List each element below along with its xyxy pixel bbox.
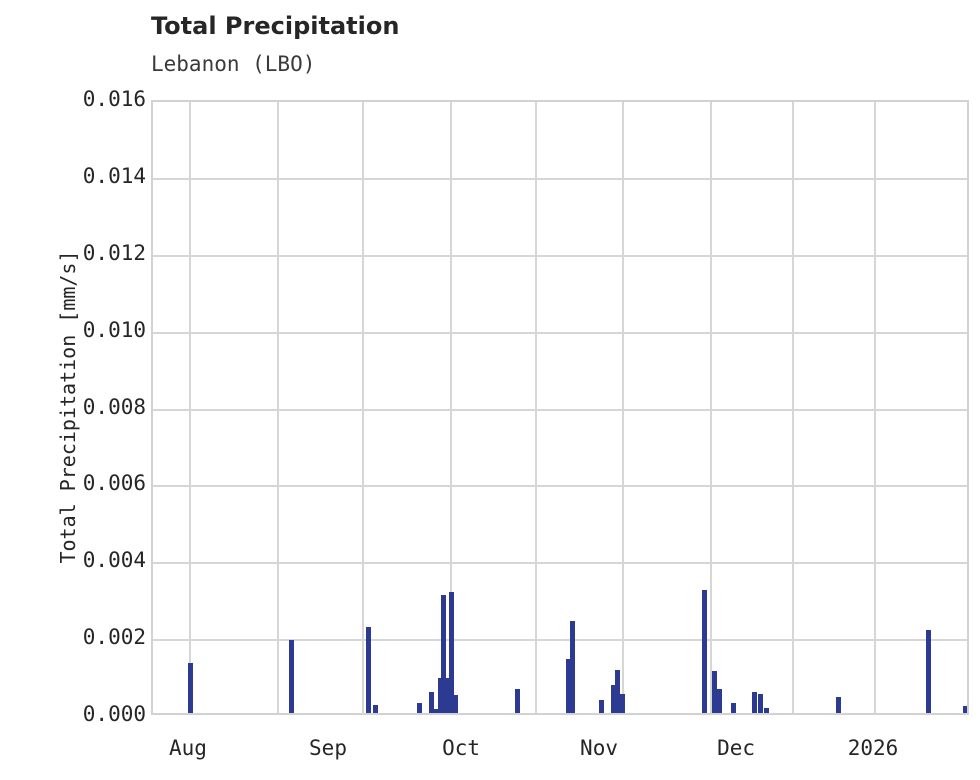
y-axis-tick-labels: 0.000 0.002 0.004 0.006 0.008 0.010 0.012 0.014… [0, 0, 146, 780]
bar [373, 704, 379, 713]
gridline-vertical [622, 102, 625, 713]
gridline-vertical [361, 102, 364, 713]
y-tick-label: 0.008 [82, 394, 146, 419]
bar [366, 626, 372, 713]
gridline-vertical [710, 102, 713, 713]
gridline-horizontal [153, 254, 967, 257]
gridline-vertical [277, 102, 280, 713]
gridline-vertical [188, 102, 191, 713]
bar [570, 620, 576, 713]
bar [453, 694, 459, 713]
gridline-horizontal [153, 331, 967, 334]
gridline-horizontal [153, 485, 967, 488]
bar [417, 702, 423, 713]
gridline-vertical [534, 102, 537, 713]
bar [962, 706, 967, 713]
x-tick-label: Oct [442, 736, 481, 760]
bar [836, 696, 842, 713]
bar [288, 639, 294, 713]
bar [445, 677, 451, 713]
y-tick-label: 0.002 [82, 625, 146, 650]
gridline-horizontal [153, 639, 967, 642]
bar [620, 693, 626, 713]
x-tick-label: 2026 [847, 736, 899, 760]
gridline-vertical [792, 102, 794, 713]
bar [925, 630, 931, 713]
bar [434, 709, 440, 713]
gridline-horizontal [153, 177, 967, 180]
x-tick-label: Sep [309, 736, 347, 760]
bar [763, 708, 769, 713]
bar [615, 669, 621, 713]
y-tick-label: 0.000 [82, 702, 146, 726]
bar [702, 590, 708, 713]
x-tick-label: Aug [169, 736, 207, 760]
plot-area [151, 100, 969, 715]
gridline-vertical [874, 102, 877, 713]
x-tick-label: Nov [580, 736, 618, 760]
bar [599, 699, 604, 713]
bar [611, 685, 617, 713]
bar [757, 693, 763, 713]
bar [566, 659, 572, 713]
bar [429, 691, 435, 713]
bar [514, 688, 520, 713]
bar [188, 663, 194, 713]
bar [438, 677, 444, 713]
y-tick-label: 0.004 [82, 548, 146, 573]
x-tick-label: Dec [717, 736, 755, 760]
bar [449, 591, 455, 713]
chart-subtitle: Lebanon (LBO) [151, 52, 316, 76]
bar [730, 703, 736, 713]
y-tick-label: 0.006 [82, 471, 146, 496]
y-tick-label: 0.014 [82, 163, 146, 188]
y-tick-label: 0.016 [82, 87, 146, 111]
gridline-vertical [450, 102, 453, 713]
chart-title: Total Precipitation [151, 12, 400, 40]
bar [717, 689, 723, 713]
bar [441, 594, 447, 713]
y-tick-label: 0.010 [82, 317, 146, 342]
gridline-horizontal [153, 562, 967, 565]
y-tick-label: 0.012 [82, 240, 146, 265]
bar [712, 670, 718, 713]
bar [751, 691, 757, 713]
gridline-horizontal [153, 408, 967, 411]
